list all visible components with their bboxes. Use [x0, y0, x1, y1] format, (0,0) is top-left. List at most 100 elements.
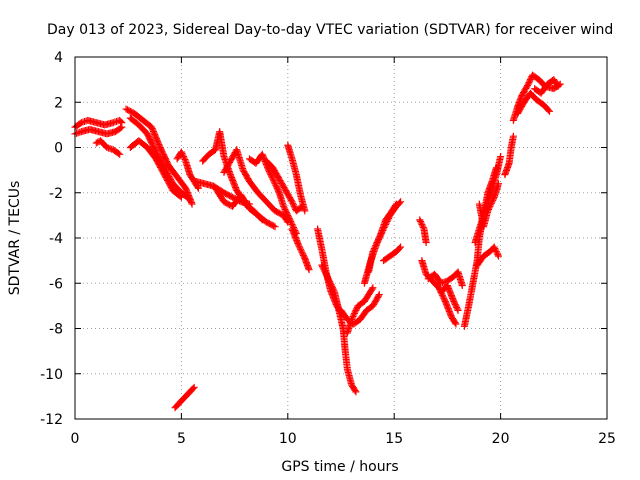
data-point: [295, 242, 303, 250]
data-point: [327, 281, 335, 289]
data-point: [325, 276, 333, 284]
data-point: [297, 247, 305, 255]
data-point: [305, 266, 313, 274]
data-point: [299, 250, 307, 258]
data-point: [270, 177, 278, 185]
data-point: [419, 223, 427, 231]
y-tick-label: -8: [49, 322, 63, 338]
data-point: [318, 261, 326, 269]
data-point: [375, 236, 383, 244]
data-point: [274, 186, 282, 194]
data-point: [544, 106, 552, 114]
data-point: [526, 76, 534, 84]
data-point: [329, 285, 337, 293]
data-point: [328, 282, 336, 290]
x-tick-label: 5: [177, 431, 186, 447]
data-point: [489, 196, 497, 204]
data-point: [450, 299, 458, 307]
data-point: [180, 154, 188, 162]
data-point: [349, 312, 357, 320]
data-point: [181, 156, 189, 164]
data-point: [265, 166, 273, 174]
data-point: [490, 243, 498, 251]
data-point: [486, 202, 494, 210]
data-point: [391, 201, 399, 209]
data-point: [176, 192, 184, 200]
data-point: [492, 246, 500, 254]
data-point: [186, 196, 194, 204]
data-point: [371, 243, 379, 251]
x-tick-label: 15: [385, 431, 403, 447]
data-point: [350, 309, 358, 317]
data-point: [178, 150, 186, 158]
data-point: [271, 223, 279, 231]
y-axis-label: SDTVAR / TECUs: [7, 181, 23, 296]
data-point: [194, 184, 202, 192]
data-point: [439, 293, 447, 301]
data-point: [190, 383, 198, 391]
data-point: [373, 239, 381, 247]
y-tick-label: -6: [49, 276, 63, 292]
data-point: [352, 388, 360, 396]
data-point: [488, 198, 496, 206]
grid-lines: [75, 57, 607, 419]
data-point: [416, 217, 424, 225]
y-tick-label: 4: [54, 50, 63, 66]
data-point: [269, 175, 277, 183]
data-point: [351, 308, 359, 316]
data-point: [494, 251, 502, 259]
data-point: [491, 245, 499, 253]
data-point: [326, 278, 334, 286]
data-point: [485, 204, 493, 212]
data-point: [273, 184, 281, 192]
y-tick-label: -10: [40, 367, 63, 383]
data-point: [285, 214, 293, 222]
data-point: [326, 279, 334, 287]
data-point: [323, 272, 331, 280]
x-tick-label: 10: [279, 431, 297, 447]
data-point: [114, 149, 122, 157]
data-point: [350, 311, 358, 319]
data-point: [188, 200, 196, 208]
y-tick-label: 2: [54, 95, 63, 111]
data-point: [368, 285, 376, 293]
data-point: [435, 284, 443, 292]
data-point: [417, 219, 425, 227]
data-point: [177, 148, 185, 156]
data-point: [348, 315, 356, 323]
data-point: [268, 174, 276, 182]
data-point: [451, 300, 459, 308]
data-point: [372, 242, 380, 250]
data-point: [392, 200, 400, 208]
y-tick-label: -2: [49, 186, 63, 202]
data-point: [396, 244, 404, 252]
data-point: [546, 107, 554, 115]
data-point: [396, 199, 404, 207]
data-point: [441, 296, 449, 304]
data-point: [370, 245, 378, 253]
data-point: [369, 284, 377, 292]
data-point: [351, 386, 359, 394]
data-point: [526, 77, 534, 85]
data-point: [494, 252, 502, 260]
data-point: [117, 124, 125, 132]
data-point: [419, 222, 427, 230]
data-point: [330, 287, 338, 295]
data-point: [397, 243, 405, 251]
x-axis-label: GPS time / hours: [281, 459, 398, 475]
data-point: [485, 205, 493, 213]
data-point: [453, 303, 461, 311]
data-point: [180, 153, 188, 161]
data-point: [509, 132, 517, 140]
data-point: [280, 204, 288, 212]
data-point: [266, 169, 274, 177]
data-point: [282, 208, 290, 216]
data-point: [450, 297, 458, 305]
data-point: [272, 183, 280, 191]
data-point: [185, 195, 193, 203]
data-point: [458, 282, 466, 290]
data-point: [284, 211, 292, 219]
data-point: [321, 269, 329, 277]
data-point: [369, 248, 377, 256]
data-point: [116, 150, 124, 158]
